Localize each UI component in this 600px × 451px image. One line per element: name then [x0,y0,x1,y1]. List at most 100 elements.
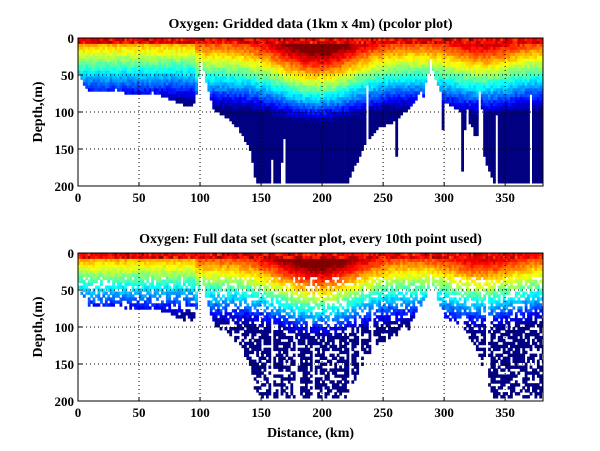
data-cell [107,49,111,54]
data-cell [336,126,340,131]
data-cell [236,106,240,110]
data-cell [307,165,311,169]
data-cell [290,177,294,181]
data-cell [314,177,318,181]
data-cell [90,82,93,86]
data-cell [312,52,316,57]
data-cell [344,115,347,119]
data-cell [351,41,355,45]
data-cell [368,49,372,54]
data-cell [378,100,381,104]
data-cell [341,177,345,181]
data-cell [392,76,396,80]
data-cell [117,58,120,63]
data-cell [363,70,367,74]
data-cell [412,67,416,71]
data-cell [488,64,491,68]
data-cell [146,58,150,63]
data-cell [356,115,360,119]
data-cell [256,41,259,45]
data-cell [253,76,257,80]
data-cell [451,82,455,86]
data-cell [258,171,262,175]
data-cell [322,115,325,119]
data-cell [263,106,267,110]
data-cell [244,106,247,110]
data-cell [346,88,350,92]
data-cell [302,41,306,45]
data-cell [463,112,467,116]
data-cell [212,55,216,60]
data-cell [178,61,181,66]
data-cell [453,106,457,110]
panel-1: 0 50 100 150 200 250 300 350050100150200Oxygen:… [31,17,544,205]
data-cell [385,64,389,68]
data-cell [402,43,406,48]
data-cell [424,43,428,48]
data-cell [295,117,298,122]
data-cell [295,162,298,166]
data-cell [173,43,176,48]
data-cell [317,97,320,101]
data-cell [270,147,274,151]
data-cell [485,162,489,166]
data-cell [292,120,296,125]
data-cell [417,76,421,80]
data-cell [107,61,111,66]
data-cell [388,112,391,116]
data-cell [471,49,474,54]
data-cell [165,94,169,98]
data-cell [256,168,259,172]
data-cell [353,82,357,86]
data-cell [327,123,330,128]
data-cell [361,135,364,140]
data-cell [241,91,245,95]
data-cell [261,132,264,137]
data-cell [302,97,306,101]
data-cell [253,112,257,116]
data-cell [300,112,303,116]
data-cell [197,55,201,60]
data-cell [292,109,296,113]
data-cell [280,156,284,160]
data-cell [278,141,281,145]
data-cell [283,97,286,101]
data-cell [285,67,289,71]
data-cell [107,41,111,45]
data-cell [295,58,298,63]
data-cell [173,46,176,51]
data-cell [283,61,286,66]
data-cell [97,43,101,48]
data-cell [224,49,228,54]
data-cell [380,117,384,122]
data-cell [302,58,306,63]
data-cell [231,64,235,68]
data-cell [256,82,259,86]
data-cell [412,79,416,83]
data-cell [317,129,320,134]
data-cell [346,85,350,89]
data-cell [178,76,181,80]
data-cell [170,85,174,89]
data-cell [266,109,269,113]
data-cell [258,61,262,66]
data-cell [334,76,338,80]
data-cell [400,103,403,107]
data-cell [202,43,206,48]
data-cell [297,135,301,140]
data-cell [346,38,350,42]
data-cell [468,88,472,92]
data-cell [261,120,264,125]
data-cell [397,52,401,57]
data-cell [163,91,167,95]
data-cell [129,49,133,54]
data-cell [346,94,350,98]
data-cell [339,115,342,119]
data-cell [388,120,391,125]
data-cell [317,120,320,125]
data-cell [95,49,98,54]
data-cell [388,55,391,60]
data-cell [136,91,140,95]
data-cell [287,144,291,148]
data-cell [295,180,298,184]
